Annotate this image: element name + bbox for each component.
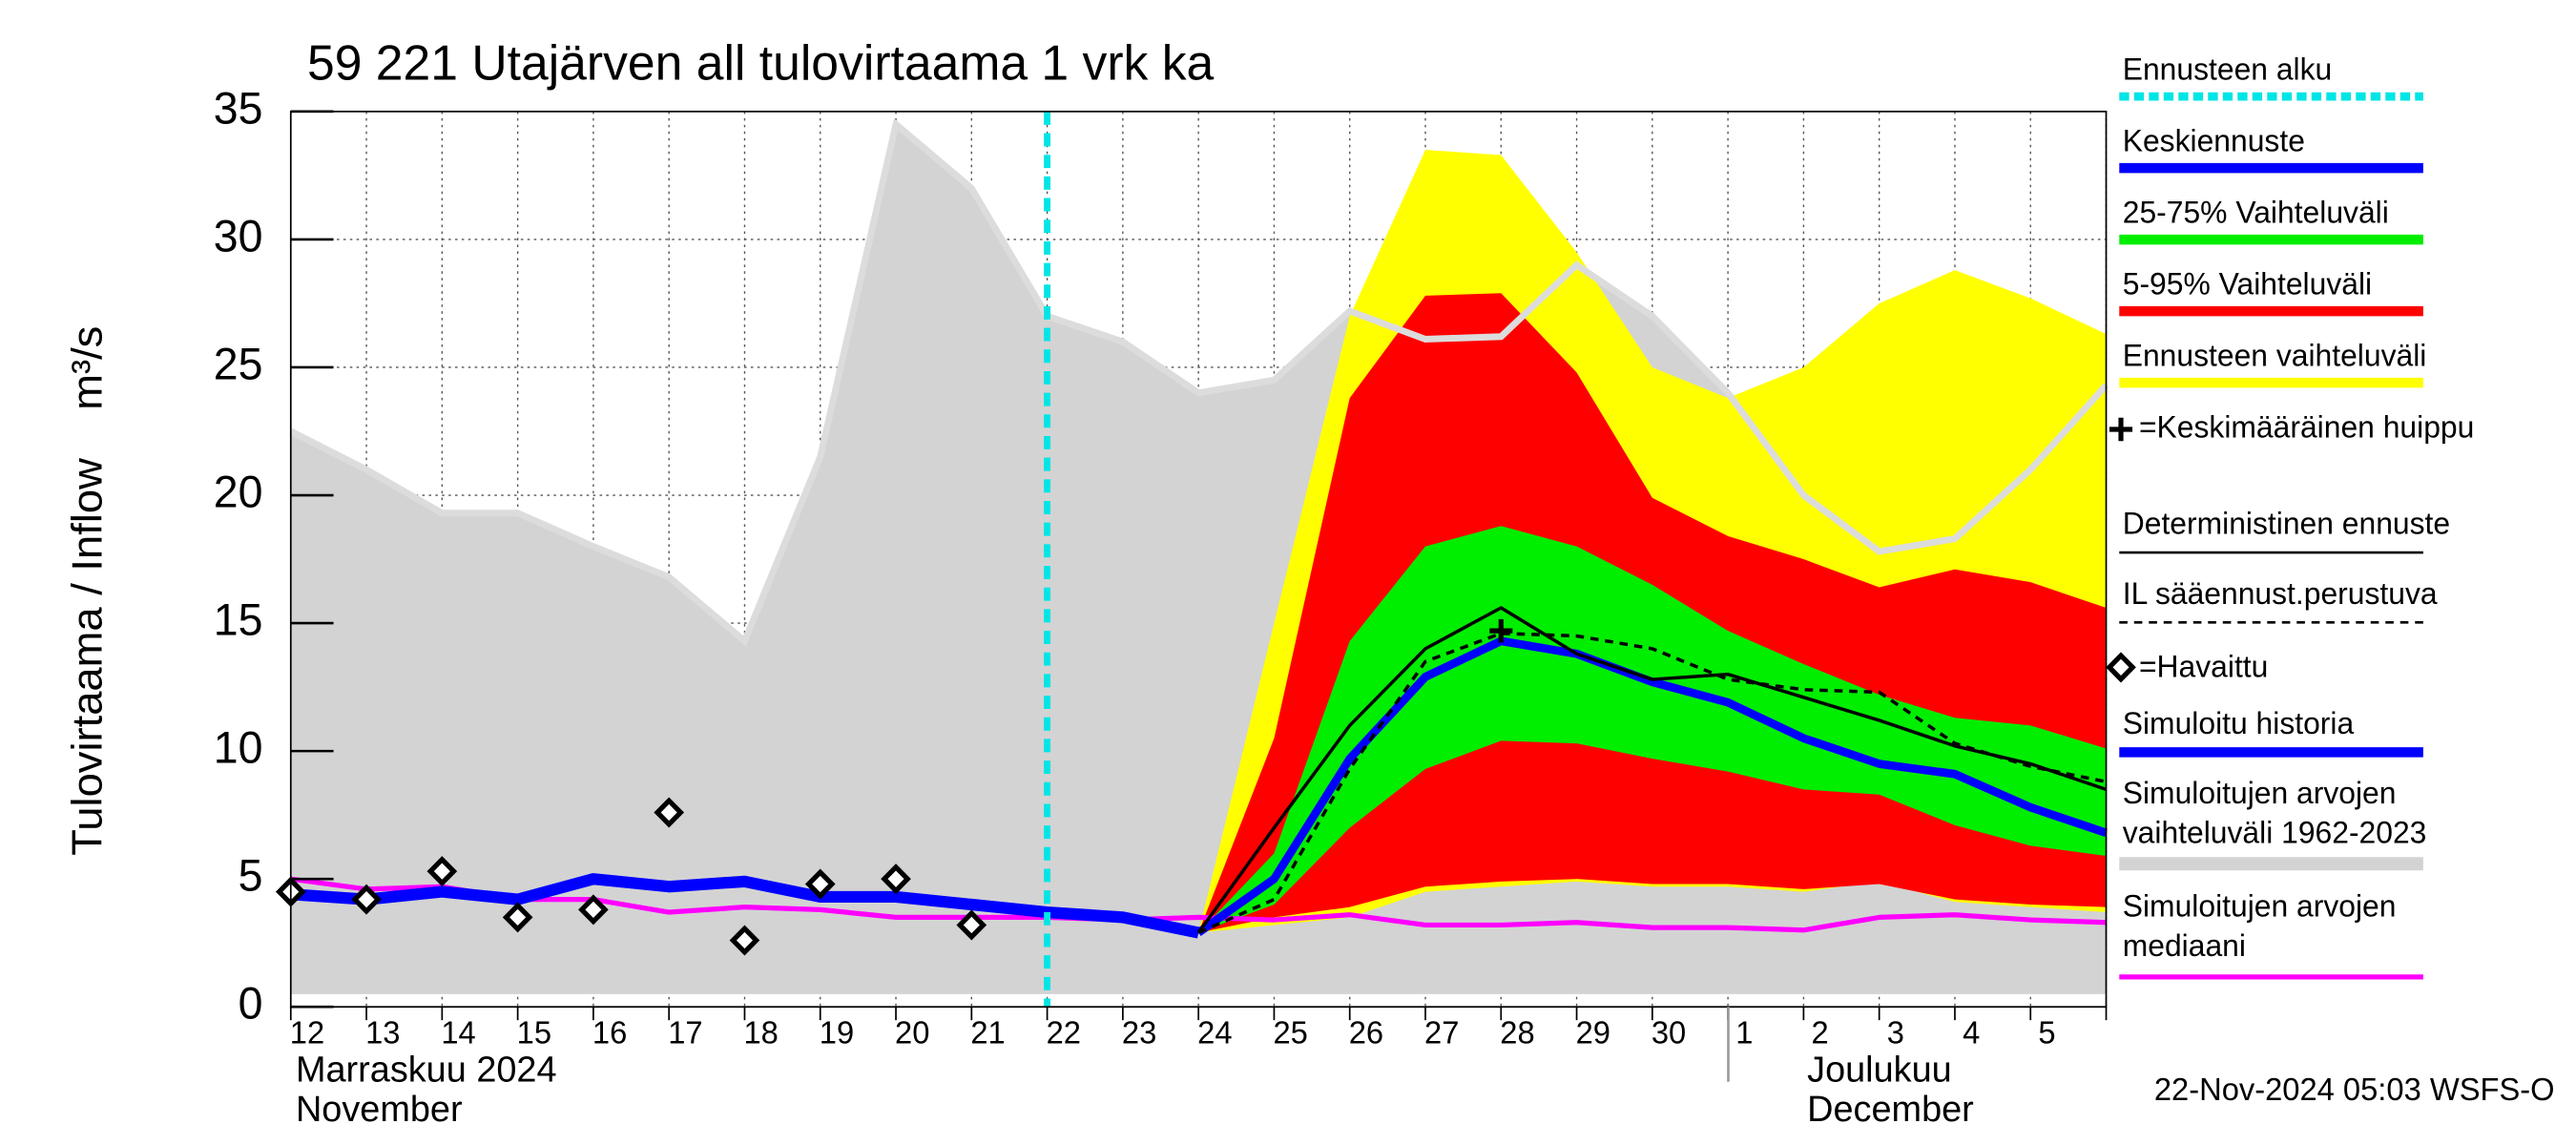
line bbox=[1196, 606, 2108, 934]
x-tick-label: 22 bbox=[1047, 1014, 1081, 1050]
band bbox=[1198, 526, 2107, 933]
month-label: November bbox=[296, 1089, 463, 1130]
legend-label: 5-95% Vaihteluväli bbox=[2123, 266, 2372, 301]
legend-label: Keskiennuste bbox=[2123, 123, 2305, 157]
legend-label: =Keskimääräinen huippu bbox=[2139, 409, 2474, 444]
x-tick-label: 3 bbox=[1887, 1014, 1904, 1050]
observed-point bbox=[729, 925, 760, 956]
observed-point bbox=[956, 909, 987, 941]
legend-label: Simuloitujen arvojen vaihteluväli 1962-20… bbox=[2123, 776, 2427, 850]
x-tick-label: 29 bbox=[1576, 1014, 1610, 1050]
legend-label: Ennusteen vaihteluväli bbox=[2123, 338, 2427, 372]
x-tick-label: 19 bbox=[820, 1014, 854, 1050]
x-tick-label: 25 bbox=[1273, 1014, 1307, 1050]
x-tick-label: 17 bbox=[668, 1014, 702, 1050]
legend-label: IL sääennust.perustuva bbox=[2123, 576, 2438, 611]
observed-point bbox=[804, 868, 836, 900]
y-tick-label: 5 bbox=[239, 850, 263, 900]
month-label: Joulukuu bbox=[1807, 1049, 1952, 1090]
x-tick-label: 15 bbox=[517, 1014, 551, 1050]
y-tick-label: 35 bbox=[214, 83, 263, 133]
observed-point bbox=[654, 797, 685, 828]
x-tick-label: 20 bbox=[895, 1014, 929, 1050]
x-tick-label: 14 bbox=[441, 1014, 475, 1050]
legend-label: 25-75% Vaihteluväli bbox=[2123, 195, 2389, 229]
x-tick-label: 18 bbox=[744, 1014, 779, 1050]
x-tick-label: 24 bbox=[1197, 1014, 1232, 1050]
y-tick-label: 10 bbox=[214, 722, 263, 772]
x-tick-label: 5 bbox=[2038, 1014, 2055, 1050]
peak-marker bbox=[1489, 618, 1513, 643]
y-axis-label: Tulovirtaama / Inflow m³/s bbox=[63, 326, 112, 856]
legend-label: =Havaittu bbox=[2139, 650, 2268, 684]
x-tick-label: 23 bbox=[1122, 1014, 1156, 1050]
x-tick-label: 16 bbox=[592, 1014, 627, 1050]
observed-point bbox=[351, 884, 382, 915]
line bbox=[1195, 636, 2108, 937]
plot bbox=[275, 111, 2109, 1021]
x-tick-label: 21 bbox=[970, 1014, 1005, 1050]
observed-point bbox=[426, 856, 458, 887]
legend-label: Ennusteen alku bbox=[2123, 52, 2333, 86]
x-tick-label: 1 bbox=[1735, 1014, 1753, 1050]
plot-frame bbox=[289, 110, 2108, 1009]
legend: Ennusteen alku Keskiennuste 25-75% Vaihtel… bbox=[2106, 52, 2474, 980]
observed-point bbox=[502, 902, 533, 933]
y-tick-label: 0 bbox=[239, 978, 263, 1028]
chart-title: 59 221 Utajärven all tulovirtaama 1 vrk … bbox=[307, 35, 1214, 91]
y-tick-label: 25 bbox=[214, 339, 263, 388]
legend-symbol bbox=[2106, 652, 2136, 683]
month-label: Marraskuu 2024 bbox=[296, 1049, 557, 1090]
x-tick-label: 13 bbox=[365, 1014, 400, 1050]
x-tick-label: 30 bbox=[1652, 1014, 1686, 1050]
y-tick-label: 30 bbox=[214, 211, 263, 260]
footer: 22-Nov-2024 05:03 WSFS-O bbox=[2154, 1072, 2555, 1107]
x-tick-label: 4 bbox=[1963, 1014, 1980, 1050]
legend-label: Deterministinen ennuste bbox=[2123, 507, 2450, 541]
legend-symbol bbox=[2109, 417, 2133, 442]
y-tick-label: 20 bbox=[214, 467, 263, 516]
line bbox=[1197, 632, 2107, 935]
x-tick-label: 27 bbox=[1424, 1014, 1459, 1050]
y-tick-label: 15 bbox=[214, 594, 263, 644]
x-tick-label: 12 bbox=[290, 1014, 324, 1050]
month-label: December bbox=[1807, 1089, 1974, 1130]
x-tick-label: 28 bbox=[1500, 1014, 1534, 1050]
range-upper-line bbox=[289, 117, 2109, 647]
observed-point bbox=[578, 894, 609, 926]
observed-point bbox=[881, 864, 911, 895]
legend-label: Simuloitu historia bbox=[2123, 706, 2355, 740]
x-tick-label: 2 bbox=[1812, 1014, 1829, 1050]
x-tick-label: 26 bbox=[1349, 1014, 1383, 1050]
legend-label: Simuloitujen arvojen mediaani bbox=[2123, 889, 2397, 964]
